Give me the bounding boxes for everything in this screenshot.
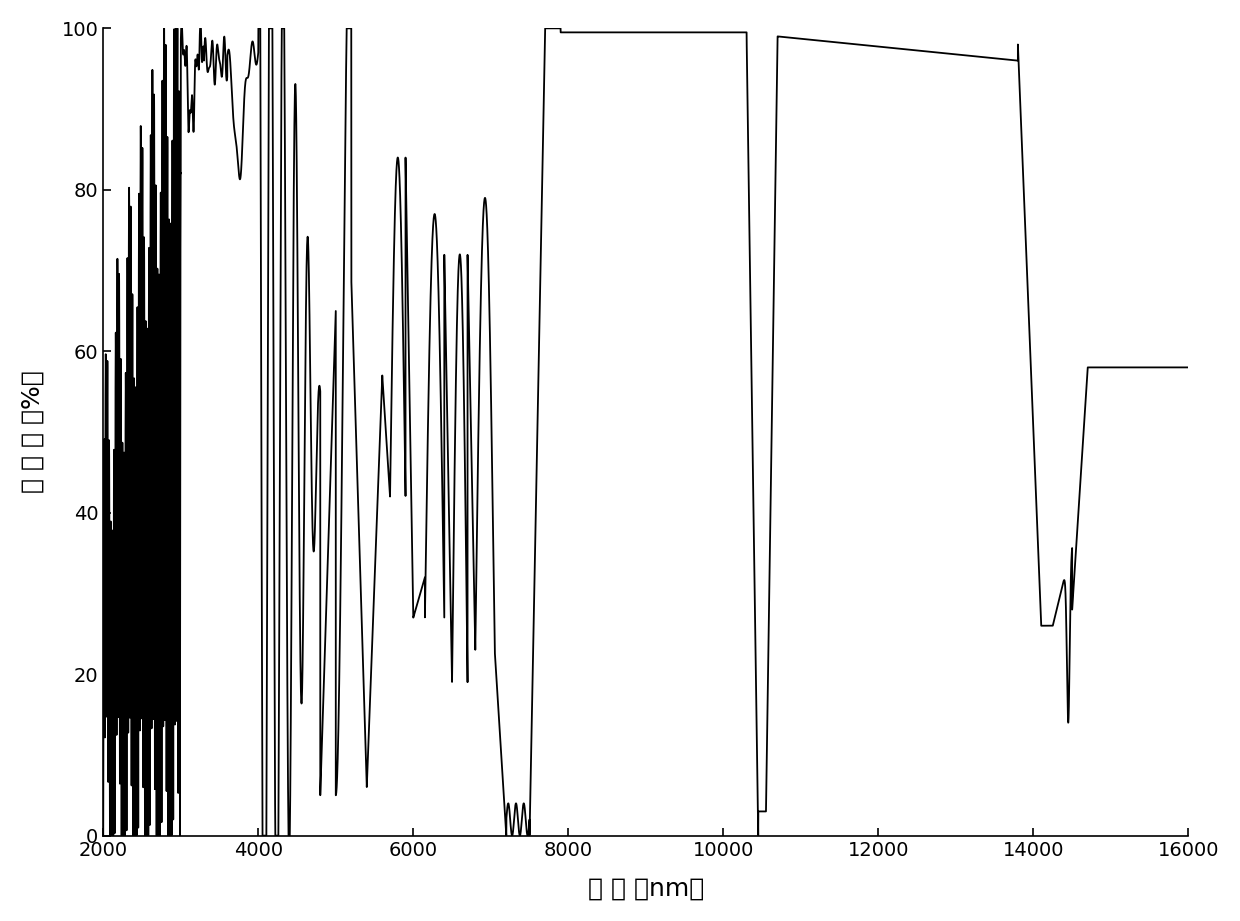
X-axis label: 波 长 （nm）: 波 长 （nm）: [588, 876, 704, 900]
Y-axis label: 反 射 率 （%）: 反 射 率 （%）: [21, 370, 45, 494]
